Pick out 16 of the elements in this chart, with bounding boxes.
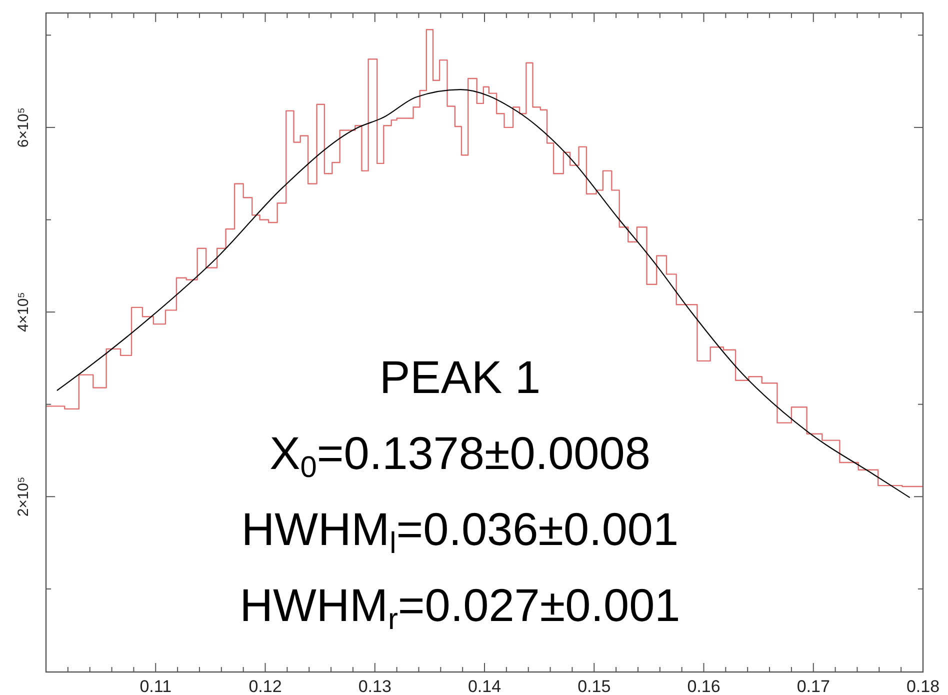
x-tick-label: 0.17 [796, 677, 830, 695]
annotation: HWHM$_{r}$=0.027±0.001 [240, 579, 680, 636]
y-tick-label: 4×10⁵ [15, 292, 32, 332]
x-tick-label: 0.14 [468, 677, 502, 695]
annotation: PEAK 1 [379, 351, 541, 403]
line-series [56, 89, 910, 498]
x-tick-label: 0.13 [358, 677, 392, 695]
x-tick-label: 0.12 [248, 677, 282, 695]
x-tick-label: 0.11 [140, 677, 172, 695]
x-tick-label: 0.15 [578, 677, 611, 695]
x-tick-label: 0.18 [906, 677, 940, 695]
annotation: X$_{0}$=0.1378±0.0008 [270, 427, 650, 484]
y-tick-label: 2×10⁵ [15, 476, 32, 517]
y-tick-label: 6×10⁵ [15, 107, 32, 148]
annotation: HWHM$_{l}$=0.036±0.001 [241, 503, 679, 560]
x-tick-label: 0.16 [687, 677, 720, 695]
